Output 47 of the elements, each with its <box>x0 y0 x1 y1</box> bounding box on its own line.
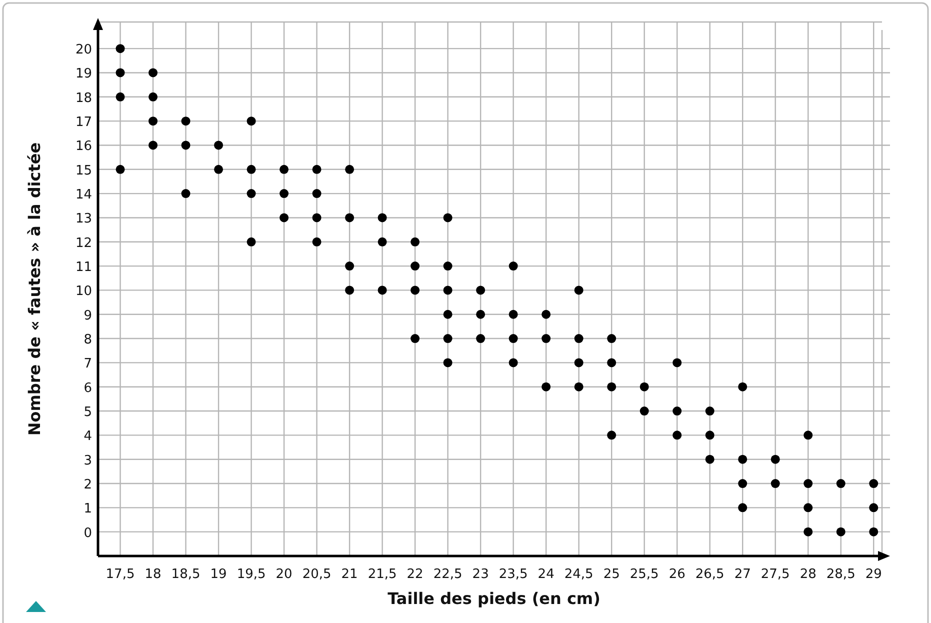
x-tick-label: 26,5 <box>695 567 724 582</box>
x-tick-label: 18,5 <box>171 567 200 582</box>
y-tick-label: 4 <box>84 429 92 444</box>
y-tick-label: 1 <box>84 502 92 517</box>
y-tick-label: 18 <box>75 90 92 106</box>
y-tick-label: 10 <box>75 284 92 300</box>
x-tick-label: 21,5 <box>368 567 397 582</box>
y-tick-label: 16 <box>75 139 92 154</box>
x-tick-label: 26 <box>668 567 686 582</box>
x-tick-label: 22,5 <box>433 567 462 582</box>
y-tick-label: 7 <box>84 356 92 372</box>
x-tick-label: 25 <box>603 567 620 582</box>
y-tick-label: 2 <box>84 478 92 493</box>
y-tick-label: 3 <box>84 453 92 468</box>
x-tick-label: 22 <box>406 567 424 582</box>
y-tick-label: 17 <box>75 115 92 130</box>
x-tick-label: 23 <box>472 567 489 582</box>
y-tick-label: 8 <box>84 332 92 348</box>
x-tick-label: 24 <box>538 567 554 582</box>
x-tick-label: 21 <box>341 567 358 582</box>
x-tick-label: 24,5 <box>564 567 594 582</box>
y-tick-label: 11 <box>75 260 92 276</box>
y-tick-label: 15 <box>75 163 92 178</box>
x-tick-label: 29 <box>865 567 882 582</box>
y-tick-label: 20 <box>75 42 92 58</box>
y-tick-label: 12 <box>75 236 92 251</box>
y-tick-label: 0 <box>84 526 92 541</box>
x-tick-label: 28,5 <box>826 567 856 582</box>
x-tick-label: 25,5 <box>630 567 659 582</box>
x-axis-title: Taille des pieds (en cm) <box>388 589 600 608</box>
y-tick-label: 19 <box>75 66 92 82</box>
x-tick-label: 17,5 <box>106 567 135 582</box>
x-tick-label: 19,5 <box>236 567 266 582</box>
y-tick-label: 9 <box>84 308 92 324</box>
y-tick-label: 14 <box>75 188 92 203</box>
x-tick-label: 20 <box>276 567 292 582</box>
y-tick-label: 6 <box>84 380 92 396</box>
x-tick-label: 28 <box>800 567 816 582</box>
x-tick-label: 20,5 <box>302 567 332 582</box>
x-tick-label: 19 <box>210 567 227 582</box>
y-tick-label: 13 <box>75 212 92 227</box>
y-tick-label: 5 <box>84 405 92 420</box>
x-tick-label: 23,5 <box>498 567 528 582</box>
y-axis-title: Nombre de « fautes » à la dictée <box>25 142 44 436</box>
x-tick-label: 18 <box>144 567 162 582</box>
x-tick-label: 27,5 <box>760 567 790 582</box>
x-tick-label: 27 <box>734 567 751 582</box>
